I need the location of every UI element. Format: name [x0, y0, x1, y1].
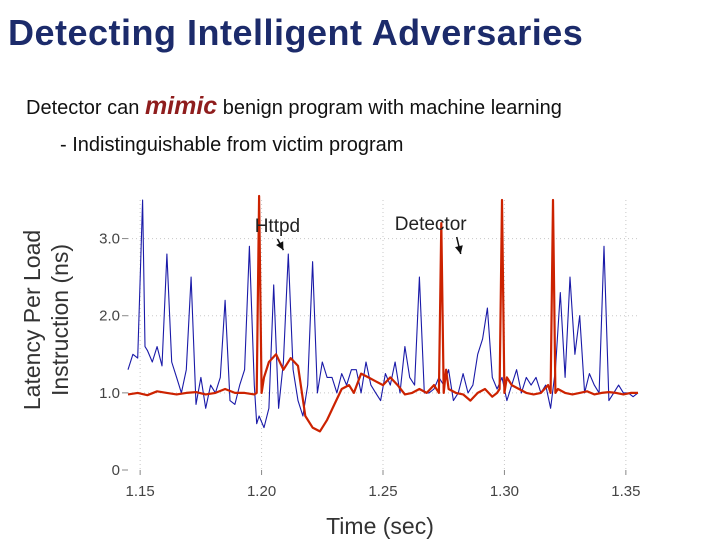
y-tick-label: 2.0	[99, 308, 120, 325]
httpd-series-line	[127, 199, 639, 429]
y-tick-label: 0	[112, 462, 120, 479]
x-tick-label: 1.35	[611, 483, 640, 500]
x-tick-label: 1.30	[490, 483, 519, 500]
bullet-1-emphasis: mimic	[144, 92, 218, 120]
x-tick-label: 1.15	[126, 483, 155, 500]
httpd-annotation-label: Httpd	[255, 216, 300, 237]
latency-chart: 1.15 1.20 1.25 1.30 1.35 0 1.0 2.0 3.0 Httpd Dete…	[19, 194, 640, 539]
bullet-1-text-start: Detector can	[26, 97, 145, 119]
x-tick-label: 1.20	[247, 483, 276, 500]
bullet-1-text-end: benign program with machine learning	[217, 97, 562, 119]
chart-series-layer	[127, 194, 639, 433]
bullet-point-1: Detector can mimic benign program with m…	[26, 92, 562, 121]
chart-ticks: 1.15 1.20 1.25 1.30 1.35 0 1.0 2.0 3.0	[99, 231, 640, 500]
y-tick-label: 1.0	[99, 385, 120, 402]
x-tick-label: 1.25	[368, 483, 397, 500]
detector-annotation-label: Detector	[395, 214, 467, 235]
detector-annotation-arrowhead	[455, 245, 463, 254]
chart-annotations: Httpd Detector	[255, 214, 467, 255]
x-axis-label: Time (sec)	[326, 513, 434, 539]
y-tick-label: 3.0	[99, 231, 120, 248]
y-axis-label-line-2: Instruction (ns)	[47, 244, 73, 396]
bullet-point-2: - Indistinguishable from victim program	[60, 134, 404, 156]
httpd-annotation-arrowhead	[276, 241, 284, 251]
y-axis-label-line-1: Latency Per Load	[19, 230, 45, 410]
slide-title: Detecting Intelligent Adversaries	[8, 12, 584, 53]
chart-grid	[128, 200, 638, 470]
detector-series-line	[127, 194, 638, 433]
